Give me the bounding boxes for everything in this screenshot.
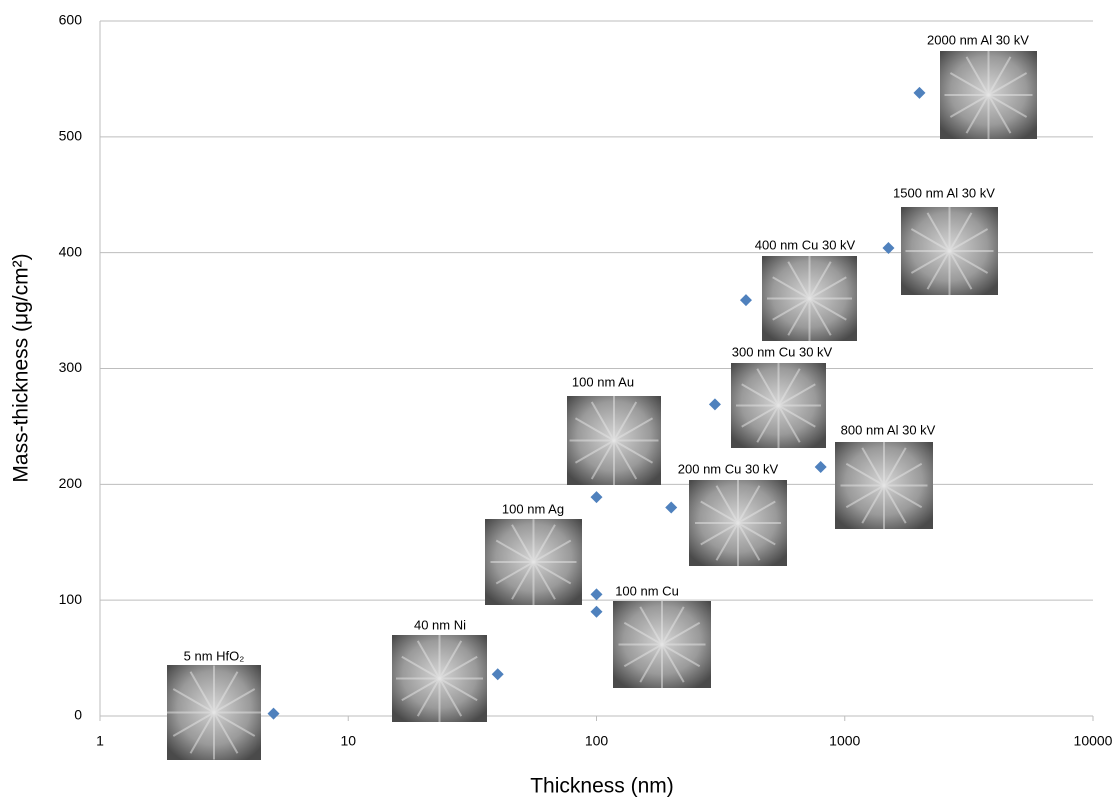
annotation: 100 nm Ag bbox=[502, 501, 564, 516]
kikuchi-band bbox=[495, 539, 572, 585]
data-point bbox=[590, 491, 603, 504]
kikuchi-band bbox=[574, 417, 654, 464]
kikuchi-band bbox=[910, 228, 989, 274]
y-axis-title: Mass-thickness (μg/cm²) bbox=[10, 253, 33, 482]
y-tick-label: 200 bbox=[59, 475, 83, 491]
x-tick-label: 10000 bbox=[1074, 733, 1113, 749]
kikuchi-band bbox=[845, 462, 923, 509]
kikuchi-band bbox=[401, 655, 478, 702]
y-tick-label: 600 bbox=[59, 12, 83, 28]
kikuchi-band bbox=[700, 500, 776, 546]
annotation: 1500 nm Al 30 kV bbox=[893, 185, 995, 200]
kikuchi-band bbox=[172, 688, 256, 737]
annotation: 300 nm Cu 30 kV bbox=[732, 344, 833, 359]
y-tick-label: 300 bbox=[59, 359, 83, 375]
annotation: 5 nm HfO₂ bbox=[184, 648, 245, 663]
kikuchi-band bbox=[772, 276, 847, 321]
y-tick-label: 100 bbox=[59, 591, 83, 607]
annotation: 400 nm Cu 30 kV bbox=[755, 237, 856, 252]
data-point bbox=[882, 242, 895, 255]
data-point bbox=[739, 294, 752, 307]
y-tick-label: 500 bbox=[59, 128, 83, 144]
x-tick-label: 1000 bbox=[829, 733, 860, 749]
x-tick-label: 1 bbox=[96, 733, 104, 749]
annotation: 200 nm Cu 30 kV bbox=[678, 461, 779, 476]
data-point bbox=[267, 707, 280, 720]
x-axis-title: Thickness (nm) bbox=[530, 775, 674, 798]
x-tick-label: 100 bbox=[585, 733, 609, 749]
annotation: 40 nm Ni bbox=[414, 617, 466, 632]
kikuchi-band bbox=[741, 383, 816, 428]
data-point bbox=[491, 668, 504, 681]
y-tick-label: 400 bbox=[59, 243, 83, 259]
annotation: 800 nm Al 30 kV bbox=[841, 422, 936, 437]
data-point bbox=[913, 86, 926, 99]
annotation: 100 nm Cu bbox=[615, 583, 679, 598]
data-point bbox=[590, 588, 603, 601]
kikuchi-band bbox=[949, 72, 1028, 118]
data-point bbox=[665, 501, 678, 514]
y-tick-label: 0 bbox=[74, 707, 82, 723]
data-point bbox=[814, 460, 827, 473]
annotation: 2000 nm Al 30 kV bbox=[927, 32, 1029, 47]
data-point bbox=[590, 605, 603, 618]
data-point bbox=[708, 398, 721, 411]
kikuchi-band bbox=[623, 621, 701, 668]
x-tick-label: 10 bbox=[340, 733, 356, 749]
annotation: 100 nm Au bbox=[572, 374, 634, 389]
